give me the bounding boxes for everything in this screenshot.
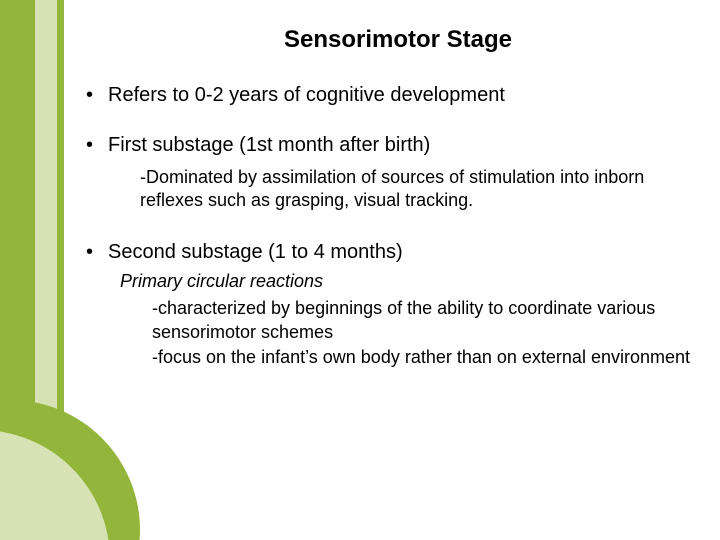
- bullet-text: Second substage (1 to 4 months): [108, 239, 696, 265]
- sub-line: -focus on the infant’s own body rather t…: [152, 347, 690, 367]
- bullet-subtext: -Dominated by assimilation of sources of…: [140, 166, 696, 211]
- bullet-marker: •: [80, 239, 108, 265]
- bullet-text: First substage (1st month after birth): [108, 132, 696, 158]
- bullet-subtext: -focus on the infant’s own body rather t…: [152, 346, 696, 369]
- slide-content: Sensorimotor Stage • Refers to 0-2 years…: [80, 20, 696, 520]
- bullet-item: • Second substage (1 to 4 months): [80, 239, 696, 265]
- bullet-marker: •: [80, 132, 108, 158]
- bullet-text: Refers to 0-2 years of cognitive develop…: [108, 82, 696, 108]
- slide-title: Sensorimotor Stage: [100, 26, 696, 54]
- bullet-item: • First substage (1st month after birth): [80, 132, 696, 158]
- sub-line: -characterized by beginnings of the abil…: [152, 298, 655, 342]
- bullet-item: • Refers to 0-2 years of cognitive devel…: [80, 82, 696, 108]
- bullet-subtext: -characterized by beginnings of the abil…: [152, 296, 696, 344]
- bullet-italic-label: Primary circular reactions: [120, 271, 696, 292]
- bullet-marker: •: [80, 82, 108, 108]
